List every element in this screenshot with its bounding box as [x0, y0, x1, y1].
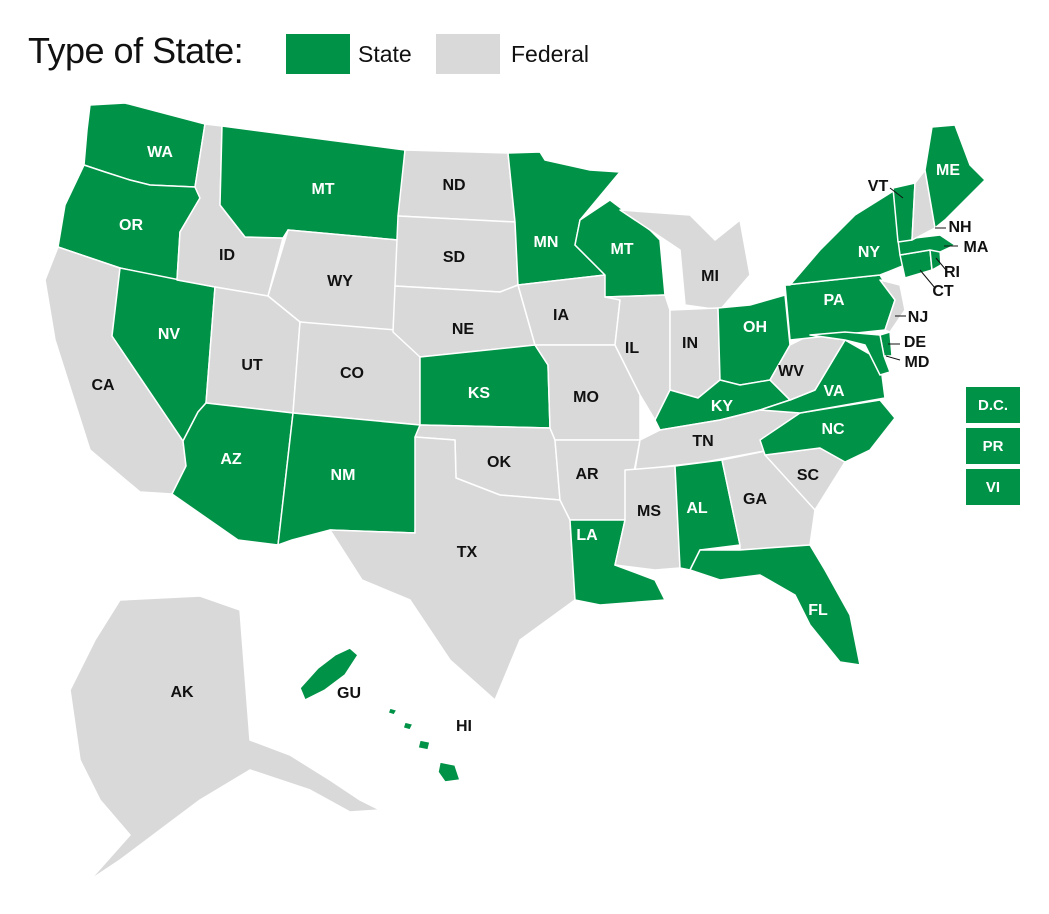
label-CO: CO — [340, 365, 364, 382]
label-FL: FL — [808, 602, 828, 619]
label-WY: WY — [327, 273, 353, 290]
label-CT: CT — [932, 283, 954, 300]
territory-dc[interactable]: D.C. — [966, 387, 1020, 423]
territory-pr-label: PR — [982, 437, 1004, 455]
label-LA: LA — [576, 527, 598, 544]
region-AK[interactable] — [69, 595, 381, 881]
label-NH: NH — [948, 219, 971, 236]
territory-dc-label: D.C. — [978, 396, 1008, 414]
region-GU[interactable] — [299, 647, 359, 701]
label-IN: IN — [682, 335, 698, 352]
label-GA: GA — [743, 491, 767, 508]
label-MT: MT — [311, 181, 334, 198]
label-VT: VT — [868, 178, 889, 195]
legend-swatch-state — [286, 34, 350, 74]
region-TX[interactable] — [329, 436, 576, 701]
label-WV: WV — [778, 363, 804, 380]
label-UT: UT — [241, 357, 263, 374]
label-ME: ME — [936, 162, 960, 179]
label-AL: AL — [686, 500, 708, 517]
label-TN: TN — [692, 433, 713, 450]
label-AK: AK — [170, 684, 194, 701]
label-NY: NY — [858, 244, 881, 261]
label-DE: DE — [904, 334, 927, 351]
label-CA: CA — [91, 377, 115, 394]
label-VA: VA — [823, 383, 844, 400]
legend-swatch-federal — [436, 34, 500, 74]
label-PA: PA — [823, 292, 844, 309]
label-NV: NV — [158, 326, 181, 343]
label-WA: WA — [147, 144, 173, 161]
label-MI: MI — [701, 268, 719, 285]
label-NJ: NJ — [908, 309, 928, 326]
territory-vi[interactable]: VI — [966, 469, 1020, 505]
label-IA: IA — [553, 307, 569, 324]
region-MI[interactable] — [619, 209, 751, 311]
label-NM: NM — [331, 467, 356, 484]
label-NE: NE — [452, 321, 475, 338]
label-SC: SC — [797, 467, 820, 484]
label-AR: AR — [575, 466, 599, 483]
label-KS: KS — [468, 385, 491, 402]
label-MA: MA — [964, 239, 989, 256]
territory-pr[interactable]: PR — [966, 428, 1020, 464]
label-ND: ND — [442, 177, 465, 194]
label-HI: HI — [456, 718, 472, 735]
territory-vi-label: VI — [985, 478, 1001, 496]
region-HI[interactable] — [387, 707, 461, 783]
label-IL: IL — [625, 340, 639, 357]
label-OR: OR — [119, 217, 143, 234]
label-MN: MN — [534, 234, 559, 251]
label-SD: SD — [443, 249, 465, 266]
region-FL[interactable] — [689, 544, 861, 666]
label-ID: ID — [219, 247, 235, 264]
region-IN[interactable] — [669, 307, 721, 399]
legend-label-federal: Federal — [511, 41, 589, 67]
legend-label-state: State — [358, 41, 412, 67]
label-OH: OH — [743, 319, 767, 336]
region-NY[interactable] — [784, 189, 906, 286]
label-WI: MT — [610, 241, 633, 258]
region-ME[interactable] — [924, 124, 986, 229]
map-title: Type of State: — [28, 30, 244, 71]
label-MS: MS — [637, 503, 661, 520]
label-NC: NC — [821, 421, 845, 438]
label-RI: RI — [944, 264, 960, 281]
label-TX: TX — [457, 544, 478, 561]
label-KY: KY — [711, 398, 734, 415]
label-MD: MD — [905, 354, 930, 371]
label-AZ: AZ — [220, 451, 242, 468]
region-MD[interactable] — [809, 331, 891, 376]
region-RI[interactable] — [929, 249, 942, 271]
label-GU: GU — [337, 685, 361, 702]
label-MO: MO — [573, 389, 599, 406]
label-OK: OK — [487, 454, 511, 471]
